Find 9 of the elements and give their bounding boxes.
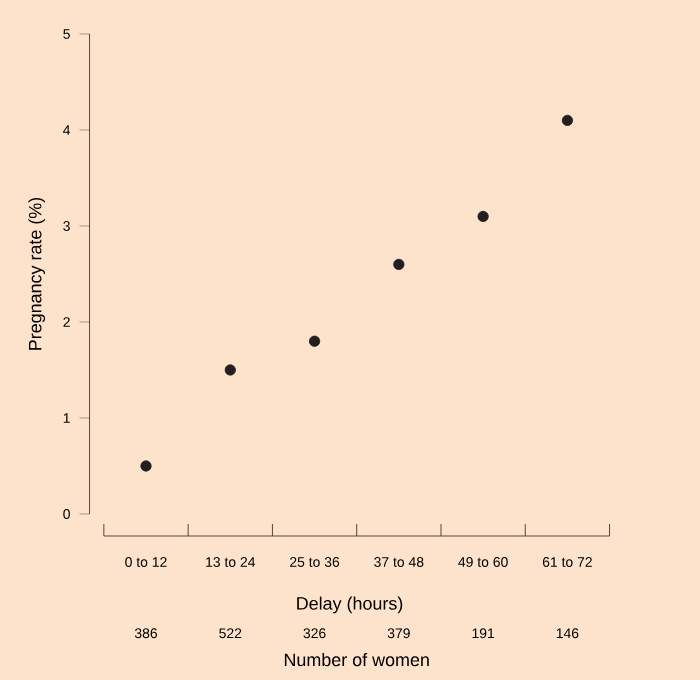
point [477,210,489,222]
x-axis-title: Delay (hours) [297,596,403,614]
text: Number of women [284,653,429,667]
point [140,460,152,472]
point [308,335,321,347]
point [224,364,236,376]
point [393,258,405,270]
point [561,114,573,126]
y-axis-title: Pregnancy rate (%) [28,197,46,350]
